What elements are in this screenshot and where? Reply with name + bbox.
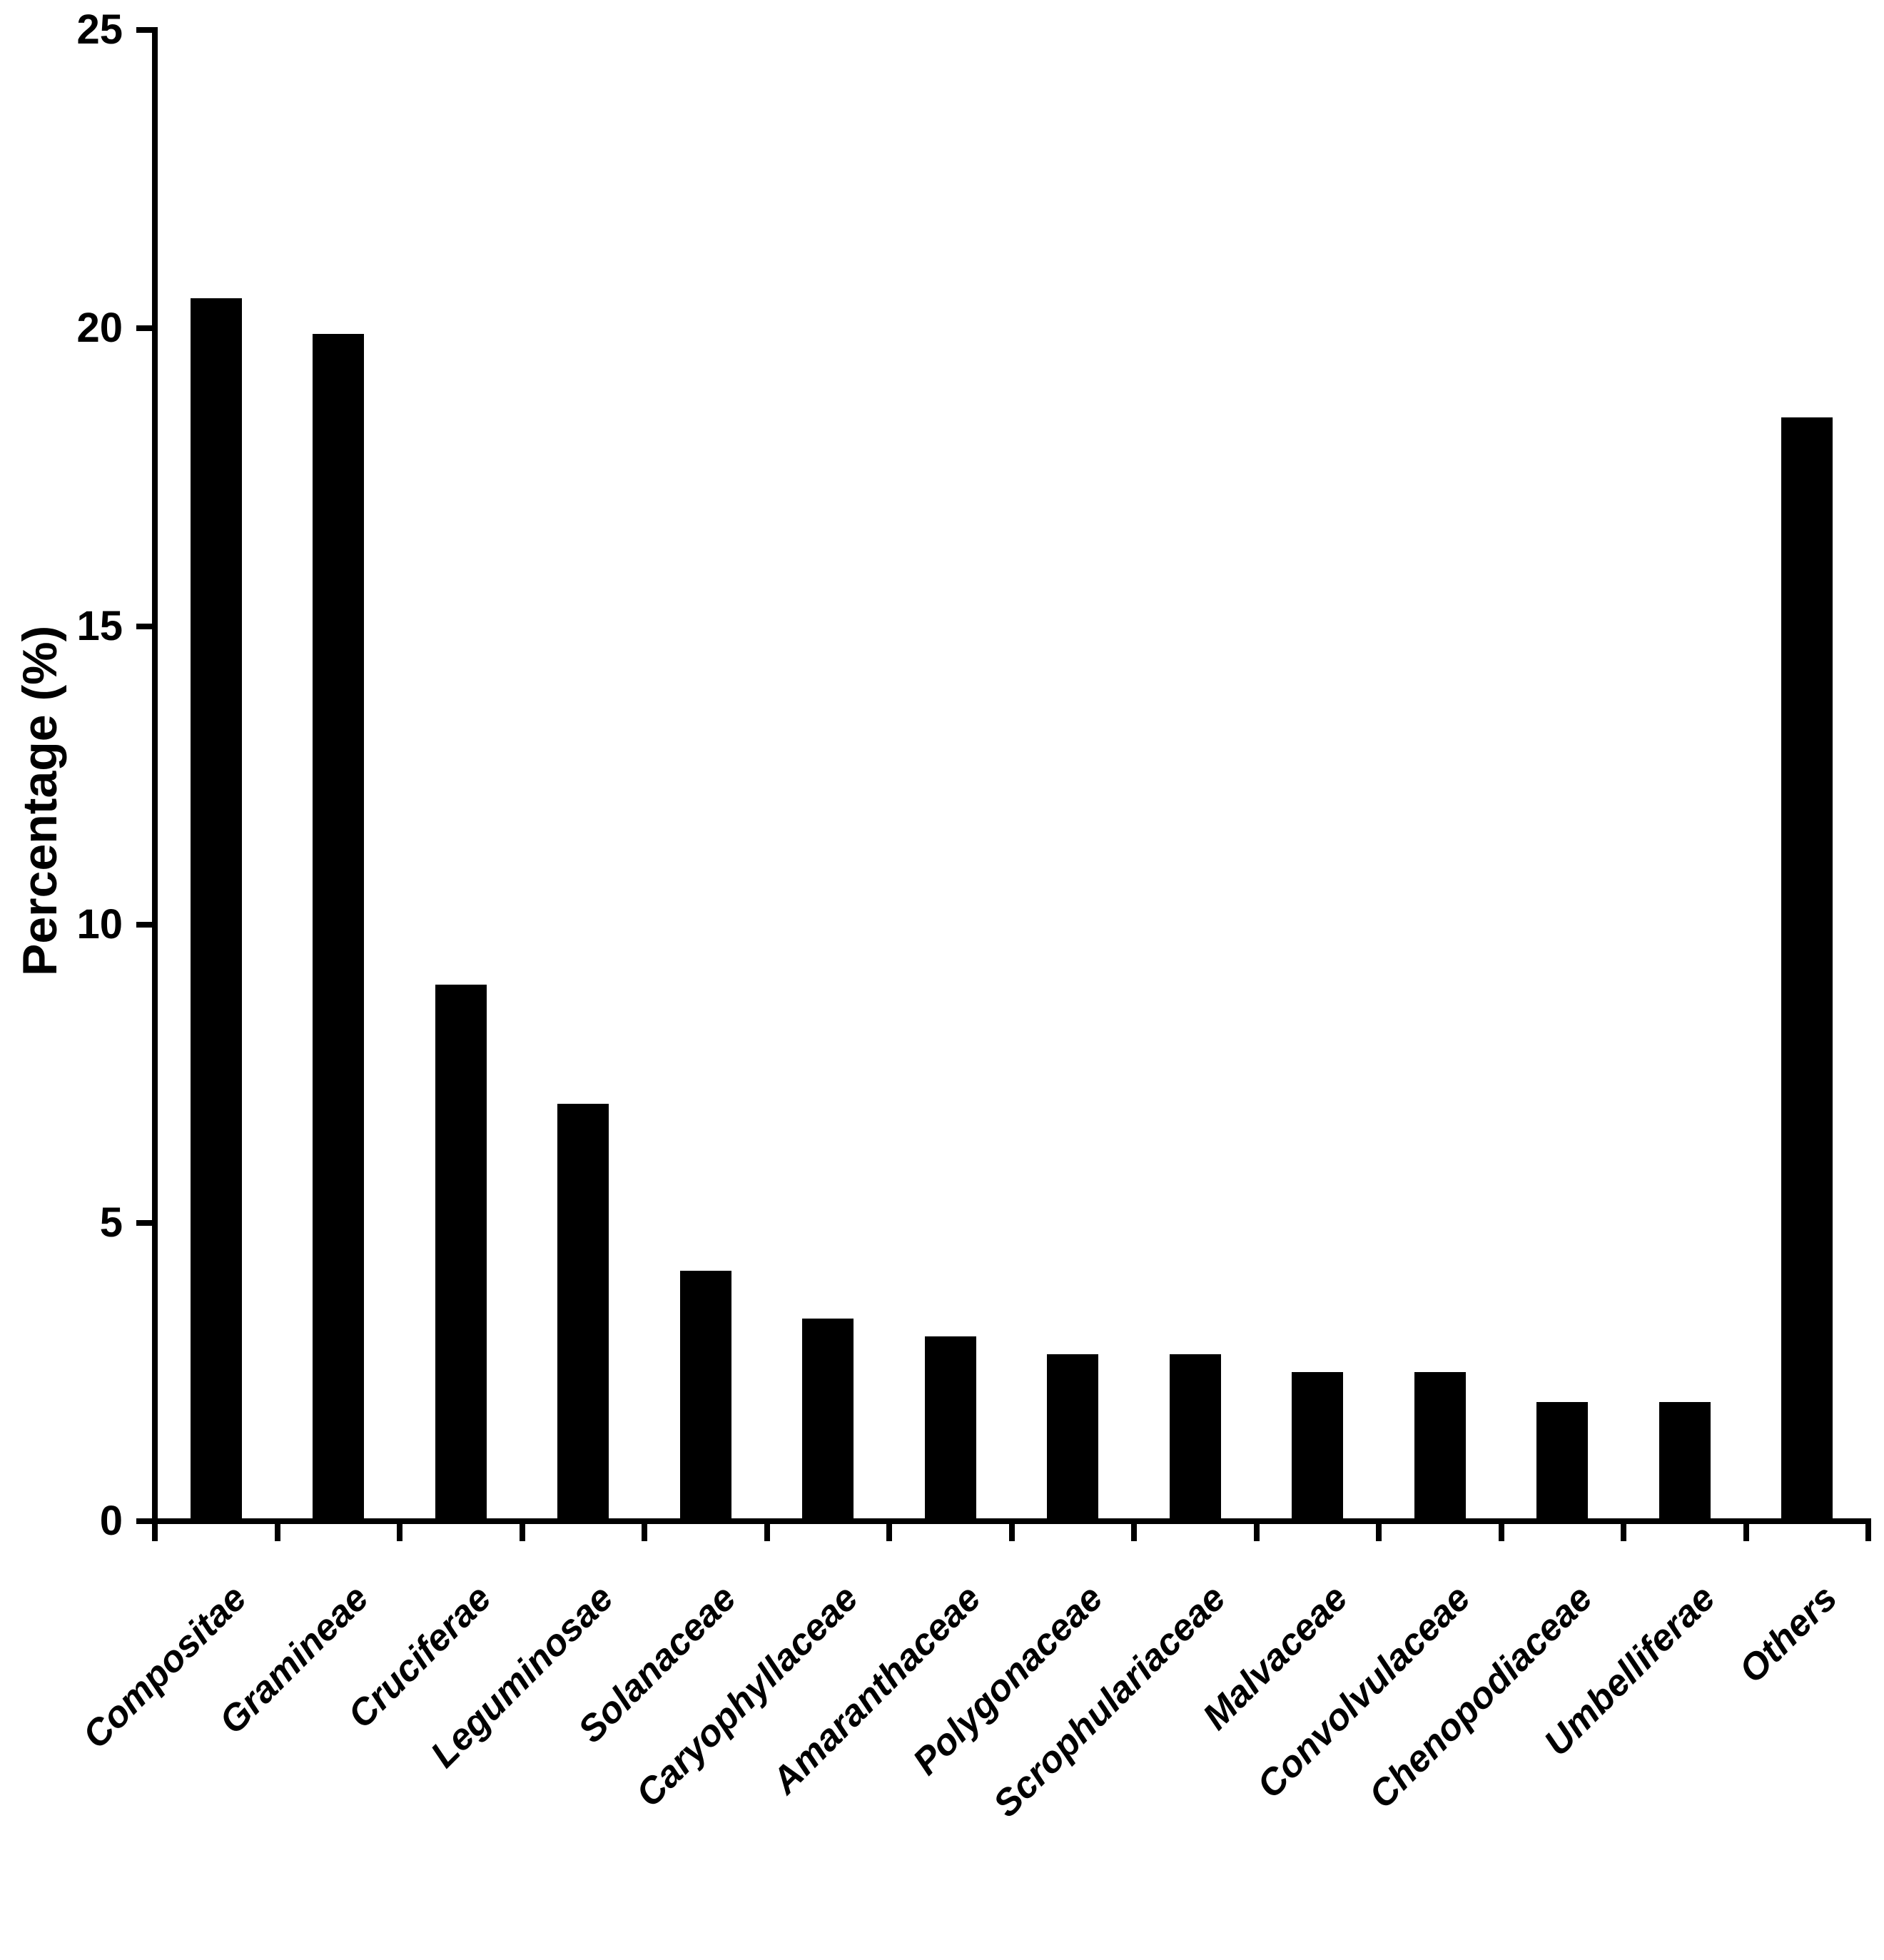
y-tick-5 [136,1220,152,1226]
bar-others [1781,417,1833,1521]
bar-leguminosae [557,1103,609,1521]
x-tick-10 [1376,1524,1382,1541]
y-tick-0 [136,1518,152,1524]
x-tick-14 [1865,1524,1871,1541]
y-tick-25 [136,27,152,33]
x-tick-9 [1253,1524,1260,1541]
x-tick-8 [1131,1524,1137,1541]
y-tick-label-20: 20 [76,305,123,351]
bar-compositae [190,298,242,1521]
bar-amaranthaceae [924,1336,976,1521]
x-tick-13 [1743,1524,1749,1541]
y-tick-20 [136,325,152,331]
y-tick-label-15: 15 [76,603,123,649]
x-tick-11 [1498,1524,1504,1541]
x-tick-6 [886,1524,892,1541]
x-tick-7 [1008,1524,1015,1541]
bar-scrophulariaceae [1169,1354,1221,1521]
y-axis-line [152,27,158,1533]
bar-cruciferae [435,984,487,1521]
y-tick-label-5: 5 [99,1199,123,1246]
y-tick-label-25: 25 [76,6,123,53]
y-tick-15 [136,624,152,629]
bar-polygonaceae [1047,1354,1099,1521]
y-tick-label-10: 10 [76,901,123,948]
bar-malvaceae [1292,1372,1344,1521]
x-tick-0 [152,1524,158,1541]
bar-umbelliferae [1658,1401,1711,1521]
bar-solanaceae [679,1270,731,1521]
bar-chart-figure: Percentage (%) 0 5 10 15 20 25 Compositae Gram… [13,6,1871,1826]
bar-caryophyllaceae [802,1318,854,1521]
x-tick-4 [642,1524,647,1541]
bar-chenopodiaceae [1536,1401,1589,1521]
y-tick-label-0: 0 [99,1498,123,1544]
x-tick-5 [764,1524,770,1541]
x-tick-12 [1621,1524,1626,1541]
x-tick-2 [397,1524,402,1541]
bar-convolvulaceae [1414,1372,1466,1521]
x-tick-3 [519,1524,525,1541]
x-axis-line [152,1518,1871,1524]
x-tick-1 [274,1524,280,1541]
y-tick-10 [136,922,152,928]
bar-gramineae [313,334,365,1521]
